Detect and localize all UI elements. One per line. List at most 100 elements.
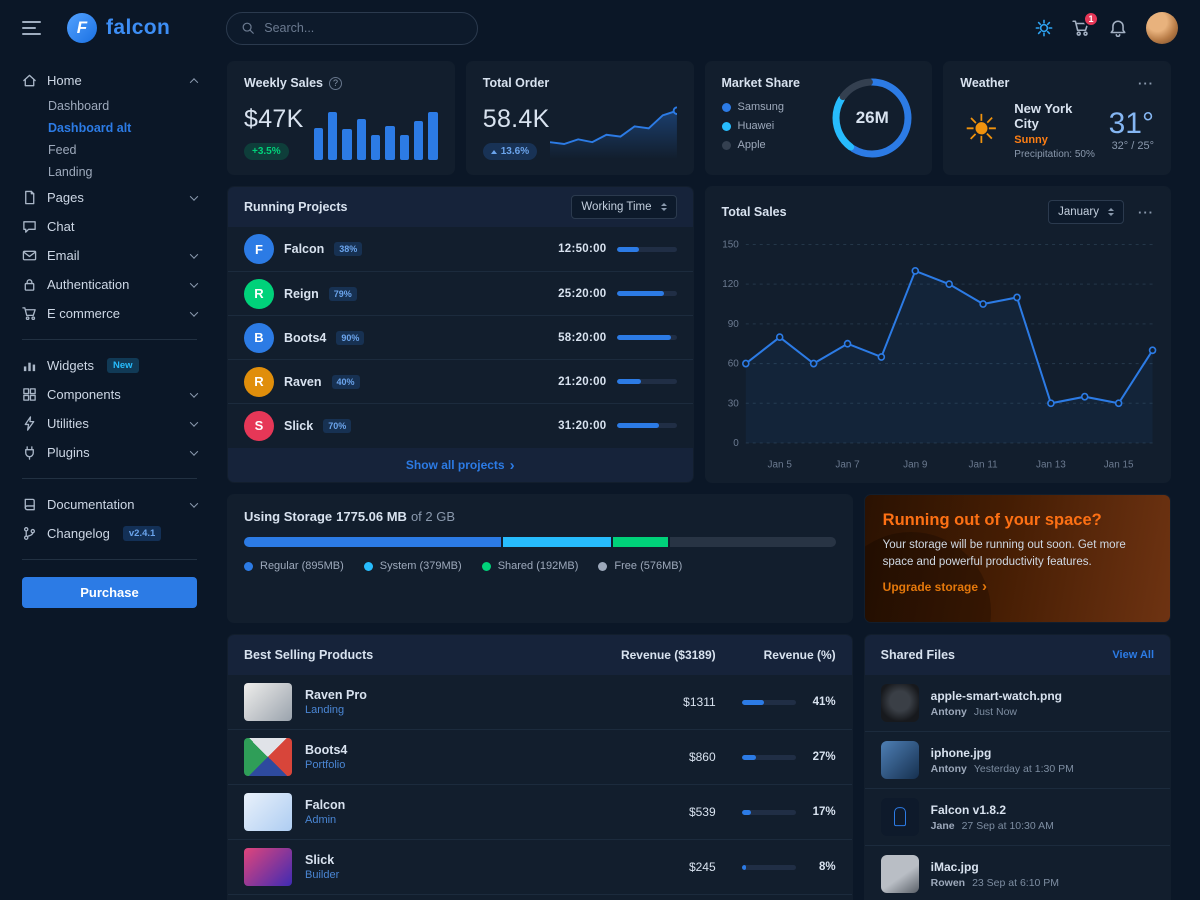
search-box[interactable] (226, 11, 479, 45)
file-thumbnail (880, 798, 919, 836)
bell-icon[interactable] (1109, 19, 1127, 37)
file-meta: Antony Just Now (930, 705, 1018, 718)
file-row[interactable]: iMac.jpg Rowen 23 Sep at 6:10 PM (865, 846, 1170, 900)
product-category[interactable]: Landing (305, 704, 345, 716)
sidebar-item[interactable]: Pages (22, 183, 199, 212)
sidebar-item[interactable]: Plugins (22, 438, 199, 467)
product-row: Boots4 Portfolio $860 27% (228, 730, 852, 785)
product-revenue: $1311 (683, 695, 716, 709)
product-name[interactable]: Slick (305, 853, 335, 867)
caret-up-icon (490, 149, 497, 154)
view-all-link[interactable]: View All (1112, 649, 1154, 661)
sidebar-item-label: Dashboard (48, 99, 110, 113)
product-name[interactable]: Falcon (305, 798, 346, 812)
product-row: Reign ProAgency $234 7% (228, 895, 852, 900)
show-all-projects-link[interactable]: Show all projects › (228, 448, 693, 482)
weather-precipitation: Precipitation: 50% (1014, 148, 1095, 160)
sidebar-item[interactable]: Dashboard (22, 95, 197, 117)
sidebar-item[interactable]: Utilities (22, 409, 199, 438)
lock-icon (22, 277, 37, 292)
storage-segment (244, 537, 501, 547)
project-name[interactable]: Boots4 (284, 330, 327, 345)
legend-dot (481, 561, 491, 571)
sidebar-item-label: Dashboard alt (48, 121, 132, 135)
file-row[interactable]: iphone.jpg Antony Yesterday at 1:30 PM (864, 732, 1170, 789)
project-progress-bar (616, 246, 677, 252)
sidebar-item[interactable]: Chat (22, 212, 197, 241)
working-time-select[interactable]: Working Time (571, 195, 677, 219)
chevron-icon (189, 498, 199, 508)
total-order-line-chart (549, 106, 677, 159)
svg-text:0: 0 (733, 438, 739, 449)
sidebar-item[interactable]: Widgets New (22, 351, 197, 380)
brand-name: falcon (106, 16, 171, 39)
total-order-card: Total Order 58.4K 13.6% (466, 62, 693, 174)
product-category[interactable]: Admin (305, 814, 337, 826)
file-meta: Antony Yesterday at 1:30 PM (930, 762, 1074, 775)
file-name: iphone.jpg (930, 745, 992, 760)
project-percent-badge: 79% (328, 286, 357, 301)
svg-text:150: 150 (722, 239, 739, 250)
total-sales-card: Total Sales January ··· 0 30 60 90 120 150 Jan… (705, 187, 1170, 482)
top-navbar: F falcon 1 (0, 0, 1200, 56)
product-revenue: $860 (688, 750, 716, 764)
chevron-right-icon: › (982, 578, 988, 596)
sidebar-item[interactable]: Components (22, 380, 199, 409)
storage-segment (670, 537, 836, 547)
sidebar-item-label: Landing (48, 165, 93, 179)
brand-logo[interactable]: F falcon (67, 13, 170, 43)
upgrade-storage-link[interactable]: Upgrade storage › (882, 578, 988, 596)
utilities-icon (22, 416, 37, 431)
sidebar-item-label: Documentation (47, 497, 135, 512)
project-progress-bar (616, 379, 677, 384)
weather-city: New York City (1014, 100, 1073, 131)
file-row[interactable]: Falcon v1.8.2 Jane 27 Sep at 10:30 AM (864, 789, 1170, 846)
main-content: Weekly Sales ? $47K +3.5% Total Order 58… (215, 56, 1200, 900)
product-category[interactable]: Builder (305, 869, 340, 881)
sidebar-item[interactable]: Dashboard alt (22, 117, 197, 139)
sidebar-item-badge: v2.4.1 (122, 526, 162, 541)
gear-icon[interactable] (1035, 19, 1053, 37)
legend-dot (244, 561, 253, 571)
menu-toggle-icon[interactable] (22, 21, 41, 35)
purchase-button[interactable]: Purchase (22, 577, 197, 608)
user-avatar[interactable] (1146, 12, 1178, 44)
more-icon[interactable]: ··· (1138, 204, 1154, 220)
svg-text:Jan 9: Jan 9 (903, 460, 928, 471)
storage-usage-bar (244, 537, 836, 547)
svg-text:90: 90 (727, 319, 738, 330)
product-name[interactable]: Raven Pro (305, 688, 367, 702)
product-name[interactable]: Boots4 (305, 743, 348, 757)
sidebar-item[interactable]: Home (22, 66, 199, 95)
month-select[interactable]: January (1048, 200, 1124, 224)
file-row[interactable]: apple-smart-watch.png Antony Just Now (864, 675, 1170, 732)
svg-text:Jan 15: Jan 15 (1103, 460, 1133, 471)
sidebar-item[interactable]: Authentication (22, 270, 199, 299)
weekly-sales-card: Weekly Sales ? $47K +3.5% (228, 62, 454, 174)
search-input[interactable] (264, 21, 464, 35)
chevron-icon (189, 77, 199, 87)
chevron-icon (189, 191, 199, 201)
help-icon[interactable]: ? (329, 76, 342, 90)
product-category[interactable]: Portfolio (305, 759, 346, 771)
home-icon (22, 73, 37, 88)
sidebar-item[interactable]: Documentation (22, 490, 199, 519)
project-name[interactable]: Reign (284, 286, 319, 301)
sidebar-item[interactable]: Email (22, 241, 199, 270)
sidebar-item[interactable]: E commerce (22, 299, 199, 328)
product-row: Falcon Admin $539 17% (228, 785, 852, 840)
total-order-value: 58.4K (482, 105, 550, 133)
more-icon[interactable]: ··· (1138, 75, 1154, 91)
project-name[interactable]: Raven (284, 374, 322, 389)
sidebar-item[interactable]: Landing (22, 161, 197, 183)
sidebar-item-label: E commerce (47, 306, 120, 321)
product-row: Raven Pro Landing $1311 41% (228, 675, 852, 730)
sidebar-item[interactable]: Changelog v2.4.1 (22, 519, 197, 548)
weather-condition: Sunny (1014, 133, 1048, 146)
project-name[interactable]: Falcon (284, 242, 325, 256)
storage-legend: Regular (895MB) System (379MB) Shared (192… (244, 560, 836, 572)
cart-button[interactable]: 1 (1072, 11, 1099, 37)
project-name[interactable]: Slick (284, 418, 314, 433)
documentation-icon (22, 497, 37, 512)
sidebar-item[interactable]: Feed (22, 139, 197, 161)
